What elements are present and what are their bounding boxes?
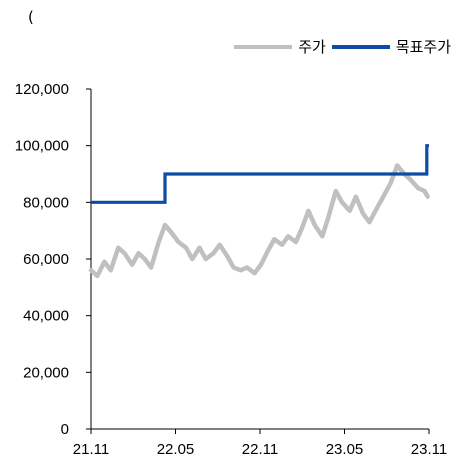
legend-swatch-price [234,44,293,49]
y-tick-label: 100,000 [15,138,69,155]
y-tick-label: 40,000 [23,308,69,325]
x-tick-label: 21.11 [73,441,109,458]
x-tick-label: 22.11 [242,441,278,458]
y-axis: 0 20,000 40,000 60,000 80,000 100,000 120,000 [15,81,92,438]
x-tick-label: 22.05 [157,441,195,458]
y-tick-label: 0 [61,421,69,438]
x-tick-label: 23.05 [326,441,364,458]
y-tick-label: 60,000 [23,251,69,268]
legend-item-price: 주가 [234,36,326,57]
series-line-target-price [91,144,429,204]
unit-label: ( [28,8,34,26]
x-axis: 21.11 22.05 22.11 23.05 23.11 [73,428,447,458]
chart-legend: 주가 목표주가 [234,36,451,57]
legend-label-price: 주가 [298,38,326,56]
legend-label-target: 목표주가 [395,38,451,56]
y-tick-label: 80,000 [23,194,69,211]
y-tick-label: 20,000 [23,364,69,381]
legend-swatch-target [331,44,390,49]
series-layer [88,144,430,279]
y-tick-label: 120,000 [15,81,69,98]
x-tick-label: 23.11 [411,441,447,458]
series-line-price [88,163,430,279]
legend-item-target: 목표주가 [331,36,451,57]
